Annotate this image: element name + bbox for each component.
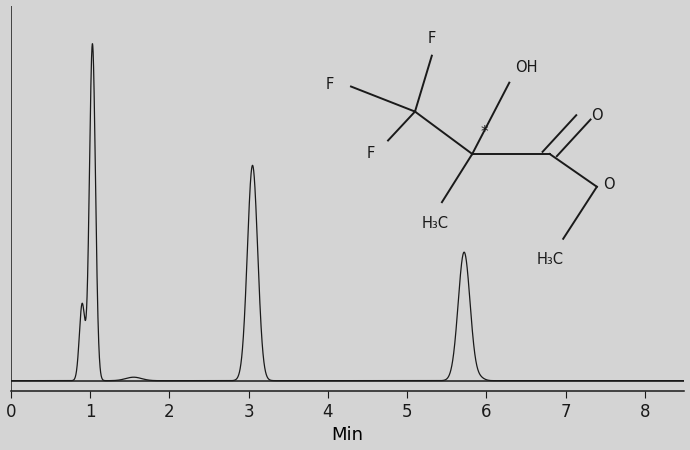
Text: H₃C: H₃C (536, 252, 563, 267)
Text: O: O (591, 108, 603, 123)
Text: F: F (366, 146, 375, 161)
Text: OH: OH (515, 60, 538, 75)
Text: O: O (604, 177, 615, 192)
Text: H₃C: H₃C (422, 216, 448, 231)
Text: F: F (428, 31, 436, 46)
X-axis label: Min: Min (332, 427, 364, 445)
Text: *: * (480, 126, 489, 140)
Text: F: F (326, 77, 334, 92)
